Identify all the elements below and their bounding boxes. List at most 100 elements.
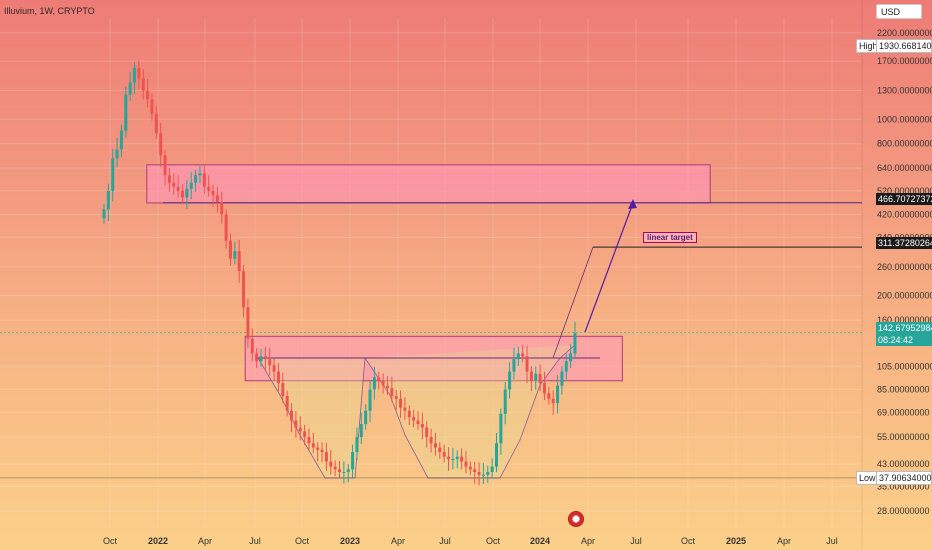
candle-body: [521, 353, 525, 357]
y-tick-label: 520.00000000: [877, 186, 932, 196]
candle-body: [390, 388, 394, 397]
y-tick-label: 200.00000000: [877, 291, 932, 301]
candle-body: [237, 251, 241, 272]
x-tick-label: Jul: [439, 536, 451, 546]
candle-body: [281, 383, 285, 397]
candle-body: [481, 474, 485, 476]
candle-body: [403, 407, 407, 411]
candle-body: [512, 359, 516, 372]
candle-body: [303, 431, 307, 438]
candle-body: [181, 190, 184, 198]
annotation-label: linear target: [643, 232, 697, 243]
x-tick-label: Apr: [198, 536, 212, 546]
x-tick-label: 2022: [148, 536, 168, 546]
y-tick-label: 69.00000000: [877, 407, 930, 417]
candle-body: [372, 377, 376, 390]
candle-body: [495, 443, 498, 467]
candle-body: [290, 410, 294, 421]
candle-body: [433, 443, 437, 448]
y-tick-label: 28.00000000: [877, 506, 930, 516]
target-arrow: [584, 202, 634, 333]
candle-body: [407, 410, 411, 418]
x-tick-label: 2023: [340, 536, 360, 546]
y-tick-label: 35.00000000: [877, 482, 930, 492]
candle-body: [342, 472, 346, 474]
candle-body: [508, 371, 512, 390]
candle-body: [207, 186, 211, 191]
x-tick-label: Oct: [681, 536, 696, 546]
candle-body: [154, 113, 158, 134]
x-tick-label: Apr: [391, 536, 405, 546]
candle-body: [377, 377, 381, 381]
candle-body: [490, 466, 494, 473]
candle-body: [185, 188, 189, 198]
zone-box-0: [146, 164, 711, 204]
x-tick-label: Apr: [581, 536, 595, 546]
candle-body: [141, 78, 145, 91]
candle-body: [560, 371, 564, 386]
candle-body: [176, 186, 180, 191]
candle-body: [163, 155, 167, 176]
candle-body: [503, 389, 507, 414]
candle-body: [351, 452, 355, 470]
x-tick-label: Jul: [826, 536, 838, 546]
candle-body: [172, 182, 176, 187]
candle-body: [364, 410, 368, 424]
candle-body: [451, 459, 455, 461]
candle-body: [263, 356, 267, 360]
y-tick-label: 1300.00000000: [877, 86, 932, 96]
currency-selector[interactable]: USD: [876, 4, 922, 19]
symbol-title: Illuvium, 1W, CRYPTO: [4, 6, 95, 16]
candle-body: [133, 67, 137, 83]
candle-body: [412, 417, 416, 421]
candle-body: [211, 190, 215, 196]
candle-body: [534, 373, 538, 381]
candle-body: [320, 449, 324, 453]
candle-body: [311, 443, 315, 448]
candle-body: [198, 173, 202, 176]
x-tick-label: Apr: [777, 536, 791, 546]
candle-body: [115, 149, 119, 159]
candle-body: [556, 385, 560, 404]
us-flag-icon[interactable]: [568, 511, 584, 527]
target-level-tag: 311.37280264: [876, 237, 932, 249]
y-tick-label: 1000.00000000: [877, 114, 932, 124]
candle-body: [329, 461, 333, 467]
candle-body: [106, 190, 110, 210]
candle-body: [355, 437, 359, 453]
candle-body: [324, 452, 328, 462]
trend-line: [552, 247, 594, 359]
candle-body: [385, 385, 389, 389]
candle-body: [529, 371, 533, 381]
y-tick-label: 2200.00000000: [877, 28, 932, 38]
candle-body: [425, 427, 429, 438]
x-tick-label: Oct: [295, 536, 310, 546]
candle-body: [194, 175, 198, 183]
candle-body: [346, 469, 350, 473]
candle-body: [250, 338, 254, 354]
candle-body: [499, 413, 503, 444]
candle-body: [316, 447, 320, 450]
candle-body: [276, 371, 280, 384]
candle-body: [420, 423, 424, 428]
x-tick-label: Oct: [103, 536, 118, 546]
candle-body: [525, 356, 529, 372]
candle-body: [242, 271, 246, 308]
candle-body: [167, 175, 171, 183]
candle-body: [442, 452, 446, 457]
candle-body: [486, 472, 490, 475]
x-tick-label: Jul: [249, 536, 261, 546]
candle-body: [394, 396, 398, 399]
y-tick-label: 105.00000000: [877, 361, 932, 371]
upper-level-tag: 466.70727372: [876, 193, 932, 205]
y-tick-label: 260.00000000: [877, 262, 932, 272]
countdown-tag: 08:24:42: [876, 334, 932, 346]
candle-body: [124, 94, 128, 131]
candle-body: [298, 427, 302, 432]
candle-body: [268, 359, 272, 366]
candle-body: [333, 466, 337, 470]
candle-body: [516, 353, 520, 360]
candle-body: [228, 240, 232, 259]
